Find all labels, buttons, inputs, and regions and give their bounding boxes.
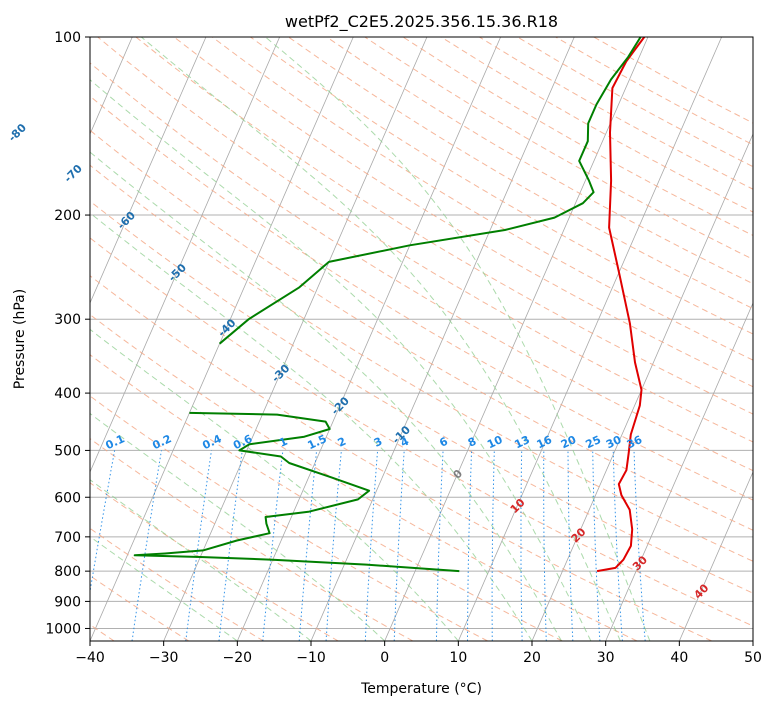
isotherm-line (236, 37, 501, 641)
y-tick-label: 800 (54, 564, 81, 580)
y-tick-label: 900 (54, 594, 81, 610)
moist-adiabat-line (90, 212, 533, 641)
dry-adiabat-line (90, 200, 753, 594)
dewpoint-profile-line (218, 37, 642, 345)
isotherm-line (678, 471, 753, 641)
x-tick-label: −30 (149, 650, 179, 666)
y-tick-label: 700 (54, 530, 81, 546)
mixing-ratio-line (185, 450, 212, 641)
chart-title: wetPf2_C2E5.2025.356.15.36.R18 (285, 12, 558, 32)
dry-adiabat-line (288, 37, 753, 310)
y-tick-label: 200 (54, 208, 81, 224)
axes-layer: −40 −30 −20 −10 0 10 20 30 40 50 100 200 300 400 500 60… (45, 30, 762, 666)
isotherm-line (90, 37, 207, 305)
y-tick-label: 300 (54, 312, 81, 328)
x-axis-label: Temperature (°C) (360, 681, 482, 697)
dry-adiabat-line (90, 314, 638, 641)
dry-adiabat-line (90, 62, 753, 472)
mixing-ratio-label: 13 (513, 433, 532, 451)
x-tick-label: 20 (523, 650, 541, 666)
x-tick-label: 30 (597, 650, 615, 666)
mixing-ratio-line (262, 450, 284, 641)
x-tick-label: 10 (449, 650, 467, 666)
dry-adiabat-line (90, 237, 753, 627)
dry-adiabat-line (90, 275, 712, 641)
dry-adiabat-line (90, 95, 753, 501)
isotherm-line (163, 37, 428, 641)
x-tick-label: −20 (223, 650, 253, 666)
moist-adiabat-line (265, 37, 651, 641)
temperature-profile-line (596, 37, 646, 573)
plot-frame (89, 36, 754, 642)
isotherm-line (531, 133, 753, 641)
mixing-ratio-label: 30 (604, 433, 624, 451)
y-axis-label: Pressure (hPa) (12, 289, 28, 389)
dry-adiabat-line (211, 37, 753, 361)
y-tick-label: 100 (54, 30, 81, 46)
moist-adiabat-line (90, 328, 459, 641)
mixing-ratio-line (90, 450, 116, 595)
mixing-ratio-label: 10 (485, 433, 505, 451)
x-tick-label: −10 (296, 650, 326, 666)
dry-adiabat-line (90, 354, 563, 641)
moist-adiabat-line (90, 151, 562, 641)
mixing-ratio-label: 25 (584, 433, 603, 451)
y-tick-label: 1000 (45, 621, 81, 637)
isotherm-line (90, 37, 354, 641)
y-tick-label: 400 (54, 386, 81, 402)
y-tick-label: 500 (54, 443, 81, 459)
dry-adiabat-line (173, 37, 753, 388)
mixing-ratio-label: 36 (625, 433, 645, 451)
x-tick-label: −40 (75, 650, 105, 666)
profile-lines-layer (133, 37, 646, 573)
dry-adiabat-line (90, 164, 753, 562)
x-tick-label: 50 (744, 650, 762, 666)
mixing-ratio-line (131, 450, 162, 641)
mixing-ratio-line (218, 450, 243, 641)
mixing-ratio-label: 20 (559, 433, 579, 451)
isotherm-line (90, 37, 280, 474)
dry-adiabat-line (90, 129, 753, 531)
mixing-ratio-label: 16 (535, 433, 555, 451)
dry-adiabat-line (90, 482, 339, 641)
isotherm-line (457, 37, 722, 641)
dewpoint-profile-line (133, 411, 460, 573)
x-tick-label: 40 (670, 650, 688, 666)
moist-adiabat-line (140, 37, 621, 641)
dry-adiabat-line (326, 37, 753, 285)
isotherm-line (605, 302, 753, 641)
isotherm-line (384, 37, 649, 641)
y-tick-label: 600 (54, 490, 81, 506)
moist-adiabat-line (90, 79, 592, 641)
background-lines-layer (90, 37, 753, 641)
grid-layer (90, 37, 753, 629)
dry-adiabat-line (90, 438, 414, 641)
x-tick-label: 0 (380, 650, 389, 666)
